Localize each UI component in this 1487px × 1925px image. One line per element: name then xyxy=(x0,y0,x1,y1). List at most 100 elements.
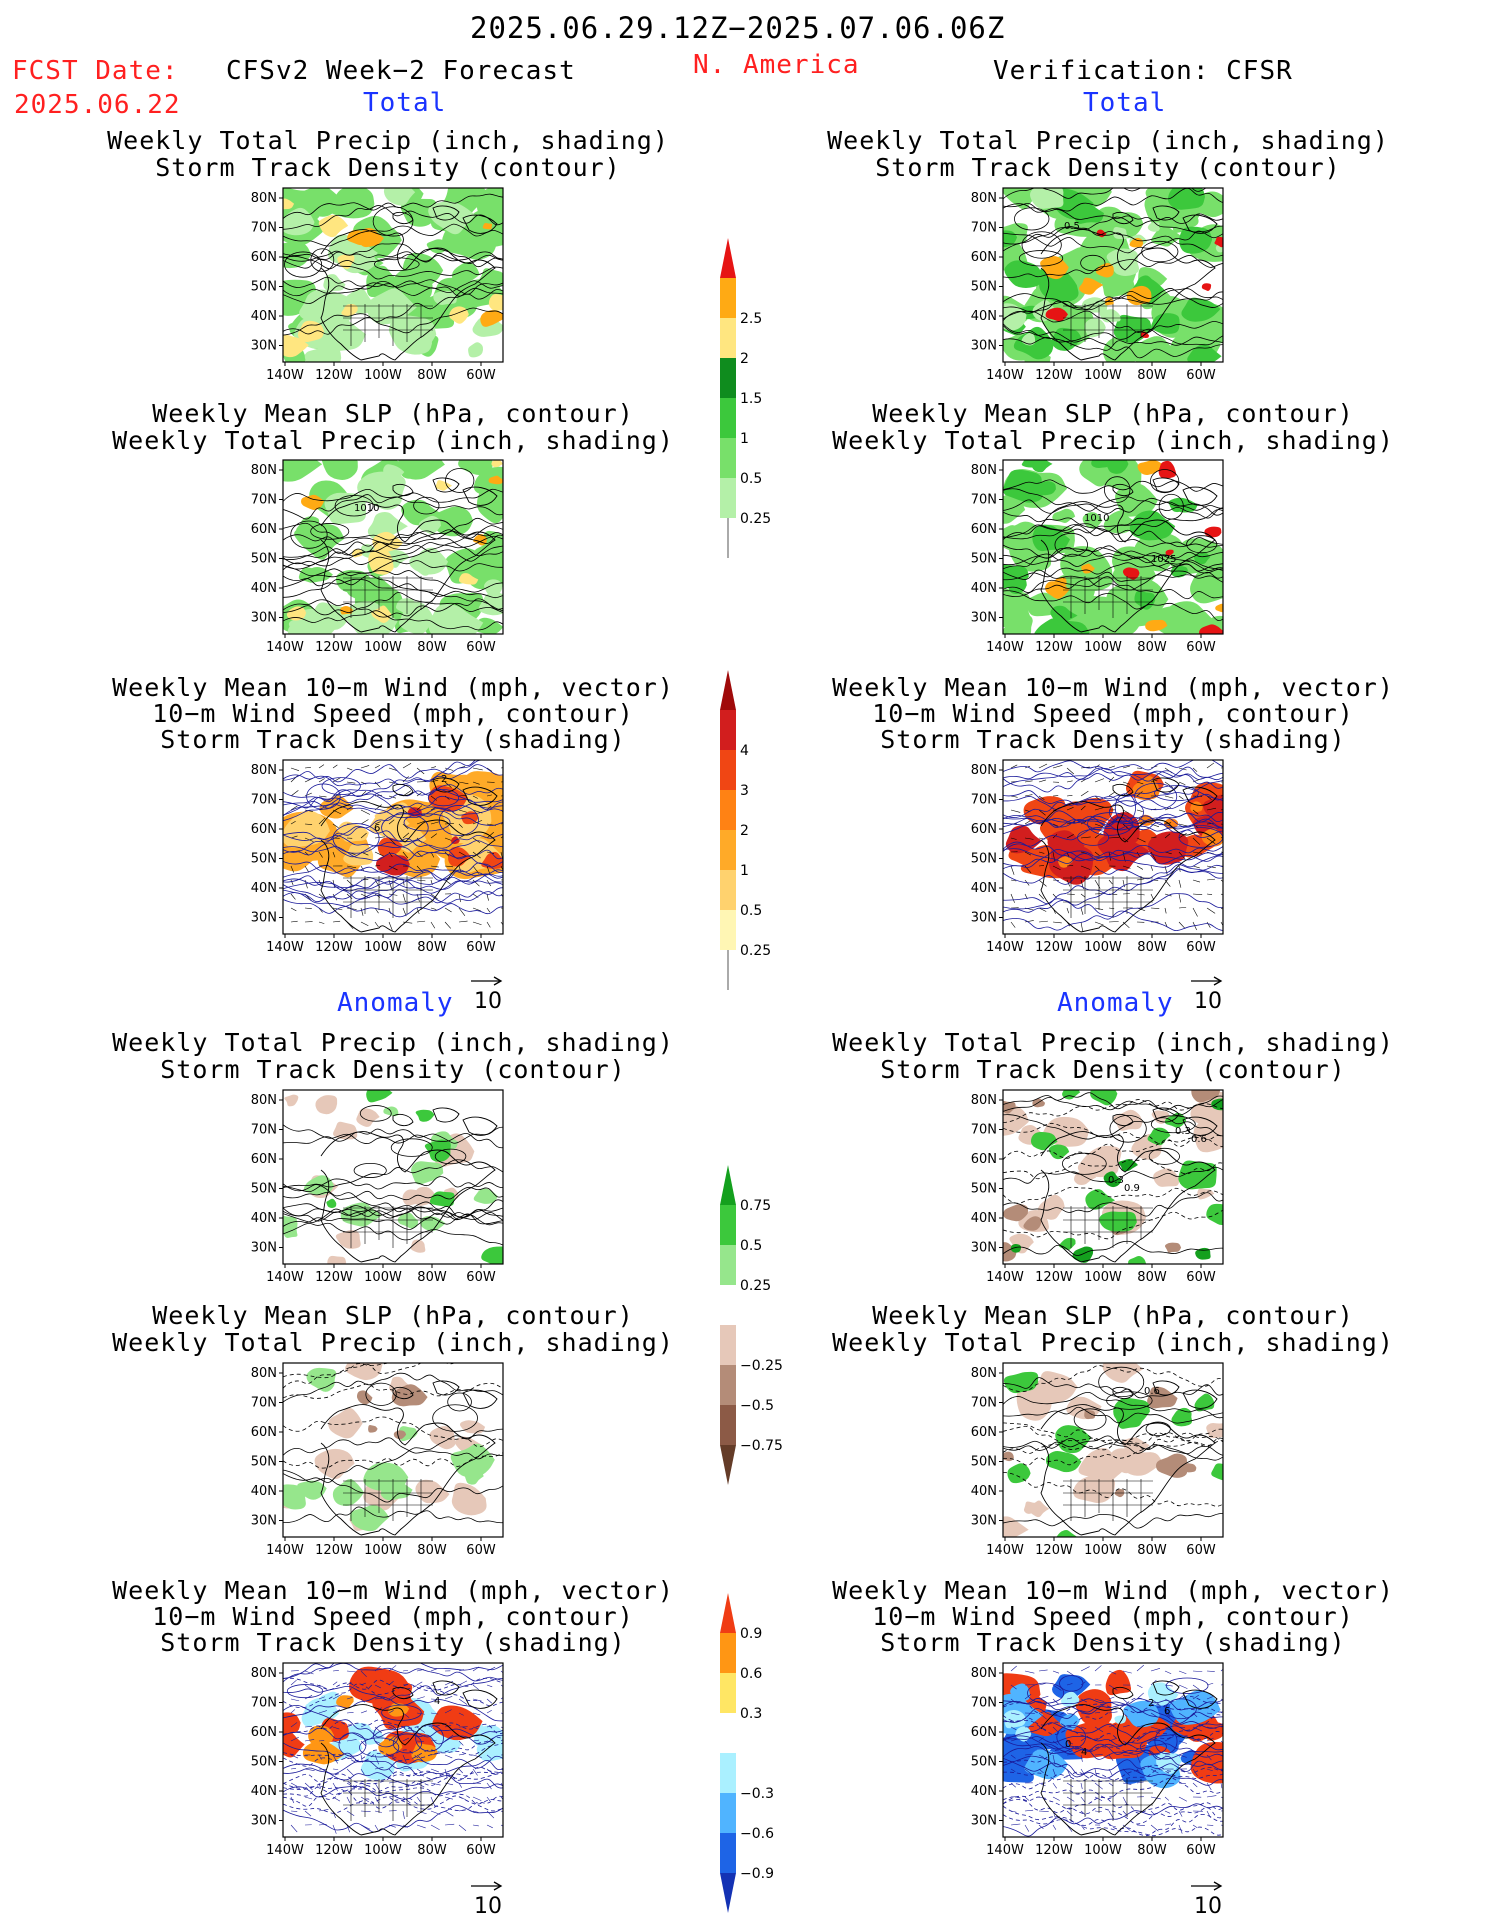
wind-vector xyxy=(1066,794,1073,797)
contour-label: 0 xyxy=(1065,1739,1071,1750)
coastline xyxy=(1152,1680,1180,1696)
lat-label: 30N xyxy=(971,1814,997,1829)
shade-region xyxy=(1050,620,1090,634)
coastline xyxy=(1040,501,1146,543)
wind-vector xyxy=(290,821,296,825)
colorbar-tick-label: 3 xyxy=(740,783,749,799)
wind-vector xyxy=(318,1823,327,1826)
contour-ring xyxy=(447,1392,472,1412)
wind-vector xyxy=(1136,1781,1144,1784)
coastline xyxy=(1080,1758,1196,1836)
wind-vector xyxy=(1066,1740,1074,1745)
wind-vector xyxy=(1136,1692,1144,1700)
wind-vector xyxy=(1178,1810,1183,1817)
map-vf-precip-total: 0.5 80N 70N 60N 50N 40N 30N 140W 120W 100W 80W 60W xyxy=(965,187,1229,386)
lat-label: 70N xyxy=(251,493,277,508)
colorbar-tick-label: −0.3 xyxy=(740,1786,774,1802)
shade-region xyxy=(1003,469,1043,503)
shade-region xyxy=(1164,1242,1182,1253)
wind-vector xyxy=(1038,907,1047,912)
shade-region xyxy=(393,1430,407,1440)
colorbar-box xyxy=(720,1285,736,1325)
contour-ring xyxy=(1154,1728,1178,1754)
lon-label: 120W xyxy=(1035,640,1073,655)
shade-region xyxy=(1030,460,1053,473)
wind-vector xyxy=(388,819,395,825)
wind-vector xyxy=(458,823,463,828)
wind-vector xyxy=(458,851,467,857)
wind-vector xyxy=(304,1695,313,1700)
lon-label: 80W xyxy=(417,1543,447,1558)
wind-vector xyxy=(374,1740,381,1744)
coastline xyxy=(360,1185,476,1263)
contour-line xyxy=(283,522,503,544)
wind-vector xyxy=(1122,865,1131,869)
shade-region xyxy=(1003,303,1027,331)
wind-vector xyxy=(290,1824,298,1833)
shade-region xyxy=(358,228,384,248)
wind-vector xyxy=(472,1768,478,1776)
contour-label: 0.5 xyxy=(1064,221,1080,232)
map-vf-precip-anom: 0.9 0.6 0.3 0.3 80N 70N 60N 50N 40N 30N 140W 120W 10… xyxy=(965,1089,1229,1288)
lat-label: 50N xyxy=(251,552,277,567)
region-title: N. America xyxy=(693,50,860,80)
contour-ring xyxy=(1077,829,1110,846)
contour-label: 2 xyxy=(441,774,447,785)
state-boundaries xyxy=(343,1779,433,1821)
coastline xyxy=(1152,777,1180,793)
lon-label: 140W xyxy=(266,1270,304,1285)
shade-region xyxy=(283,1712,301,1734)
wind-vector xyxy=(360,765,370,769)
shade-region xyxy=(1099,1211,1137,1232)
contour-line xyxy=(283,610,503,631)
contour-ring xyxy=(338,1732,367,1757)
wind-vector xyxy=(304,907,312,909)
wind-vector xyxy=(1080,1796,1086,1803)
wind-vector xyxy=(346,805,354,811)
contour-line xyxy=(283,846,503,862)
wind-vector xyxy=(1164,893,1172,897)
lat-label: 40N xyxy=(251,1784,277,1799)
wind-vector xyxy=(388,1665,397,1672)
wind-vector xyxy=(1220,836,1223,839)
wind-vector xyxy=(444,865,454,868)
wind-vector xyxy=(332,1726,340,1730)
shade-region xyxy=(311,316,366,352)
contour-line xyxy=(283,243,503,269)
coastline xyxy=(462,486,498,506)
wind-vector xyxy=(1122,837,1129,843)
title-vf-precip-anom-2: Storm Track Density (contour) xyxy=(880,1055,1346,1084)
coastline xyxy=(1144,819,1216,857)
wind-vector xyxy=(402,921,413,924)
shade-region xyxy=(342,1723,373,1742)
shade-region xyxy=(432,506,474,537)
contour-ring xyxy=(1027,1682,1065,1704)
shade-region xyxy=(1190,565,1223,604)
contour-line xyxy=(283,1725,503,1745)
map-svg: 80N 70N 60N 50N 40N 30N 140W 120W 100W 80W 60W xyxy=(971,759,1224,955)
wind-vector xyxy=(1038,1796,1046,1799)
coastline xyxy=(1144,1149,1216,1187)
colorbar-box xyxy=(720,830,736,870)
shade-region xyxy=(1097,834,1151,872)
wind-vector xyxy=(1038,809,1046,816)
contour-line xyxy=(1003,1166,1223,1184)
shade-region xyxy=(439,592,484,623)
wind-vector xyxy=(388,1694,395,1700)
vector-ref-label: 10 xyxy=(1194,1894,1222,1919)
contour-ring xyxy=(310,523,350,540)
lon-label: 120W xyxy=(1035,1543,1073,1558)
wind-vector xyxy=(486,1684,493,1688)
wind-vector xyxy=(1108,879,1113,885)
wind-vector xyxy=(388,1726,396,1731)
lon-label: 100W xyxy=(1084,640,1122,655)
wind-vector xyxy=(1010,837,1017,840)
title-vf-wind-anom-2: 10−m Wind Speed (mph, contour) xyxy=(872,1602,1354,1631)
contour-line xyxy=(283,276,503,296)
wind-vector xyxy=(1206,1782,1212,1791)
shade-region xyxy=(1151,313,1180,334)
wind-vector xyxy=(458,920,468,923)
coastline xyxy=(1080,855,1196,933)
wind-vector xyxy=(486,851,495,855)
wind-vector xyxy=(1164,807,1172,811)
